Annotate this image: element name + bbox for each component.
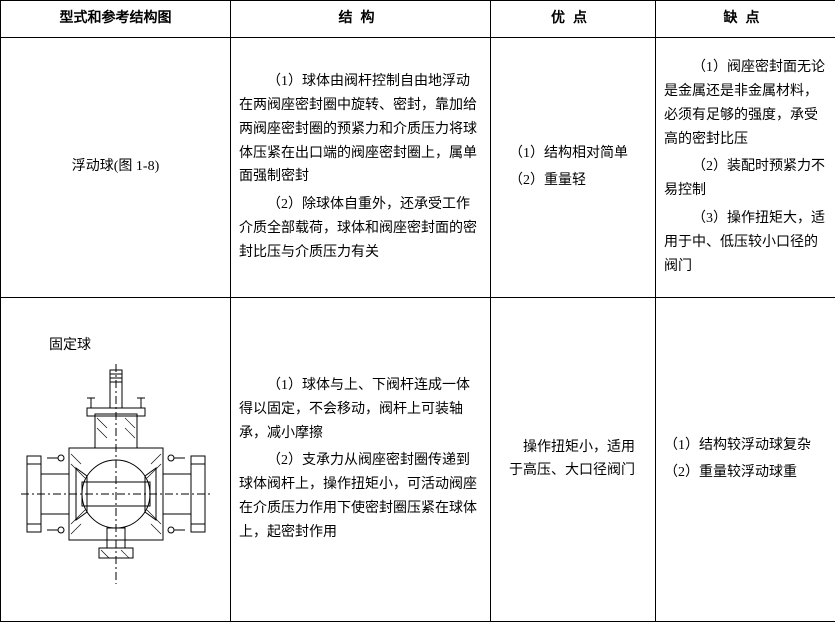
dis-para: （1）阀座密封面无论是金属还是非金属材料，必须有足够的强度，承受高的密封比压 <box>664 56 827 151</box>
dis-para: （2）重量较浮动球重 <box>664 461 827 485</box>
struct-para: （2）除球体自重外，还承受工作介质全部载荷，球体和阀座密封面的密封比压与介质压力… <box>239 193 482 264</box>
type-label: 固定球 <box>49 334 91 358</box>
header-dis: 缺点 <box>656 1 835 38</box>
valve-comparison-table: 型式和参考结构图 结构 优点 缺点 浮动球(图 1-8) （1）球体由阀杆控制自… <box>0 0 835 622</box>
dis-para: （1）结构较浮动球复杂 <box>664 434 827 458</box>
adv-para: （1）结构相对简单 <box>509 142 647 166</box>
header-type: 型式和参考结构图 <box>1 1 231 38</box>
adv-para: 操作扭矩小，适用于高压、大口径阀门 <box>509 436 647 484</box>
type-cell-fixed: 固定球 <box>1 297 231 621</box>
struct-cell: （1）球体由阀杆控制自由地浮动在两阀座密封圈中旋转、密封，靠加给两阀座密封圈的预… <box>231 37 491 297</box>
adv-cell: （1）结构相对简单 （2）重量轻 <box>491 37 656 297</box>
dis-para: （3）操作扭矩大，适用于中、低压较小口径的阀门 <box>664 207 827 278</box>
table-row: 浮动球(图 1-8) （1）球体由阀杆控制自由地浮动在两阀座密封圈中旋转、密封，… <box>1 37 835 297</box>
table-row: 固定球 <box>1 297 835 621</box>
adv-para: （2）重量轻 <box>509 169 647 193</box>
dis-cell: （1）阀座密封面无论是金属还是非金属材料，必须有足够的强度，承受高的密封比压 （… <box>656 37 835 297</box>
struct-para: （1）球体由阀杆控制自由地浮动在两阀座密封圈中旋转、密封，靠加给两阀座密封圈的预… <box>239 70 482 189</box>
dis-cell: （1）结构较浮动球复杂 （2）重量较浮动球重 <box>656 297 835 621</box>
type-label: 浮动球(图 1-8) <box>72 159 160 174</box>
header-adv: 优点 <box>491 1 656 38</box>
header-struct: 结构 <box>231 1 491 38</box>
struct-cell: （1）球体与上、下阀杆连成一体得以固定，不会移动，阀杆上可装轴承，减小摩擦 （2… <box>231 297 491 621</box>
struct-para: （2）支承力从阀座密封圈传递到球体阀杆上，操作扭矩小，可活动阀座在介质压力作用下… <box>239 449 482 544</box>
type-cell-floating: 浮动球(图 1-8) <box>1 37 231 297</box>
fixed-ball-valve-diagram <box>21 364 211 584</box>
table-header-row: 型式和参考结构图 结构 优点 缺点 <box>1 1 835 38</box>
dis-para: （2）装配时预紧力不易控制 <box>664 155 827 203</box>
adv-cell: 操作扭矩小，适用于高压、大口径阀门 <box>491 297 656 621</box>
struct-para: （1）球体与上、下阀杆连成一体得以固定，不会移动，阀杆上可装轴承，减小摩擦 <box>239 374 482 445</box>
